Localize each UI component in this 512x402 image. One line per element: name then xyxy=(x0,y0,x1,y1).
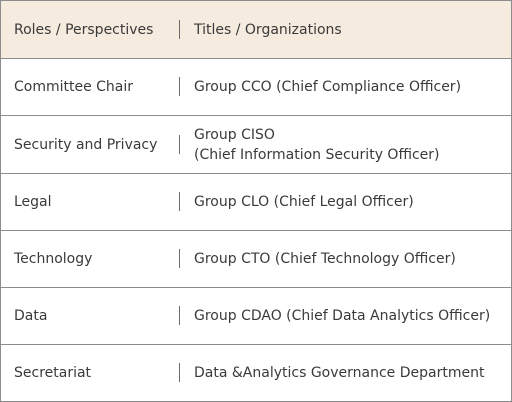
role-cell: Security and Privacy xyxy=(14,136,158,153)
column-divider xyxy=(179,363,180,382)
table-row-legal: Legal Group CLO (Chief Legal Officer) xyxy=(1,174,511,231)
column-divider xyxy=(179,19,180,39)
title-text-line-2: (Chief Information Security Officer) xyxy=(194,146,440,163)
title-text: Data &Analytics Governance Department xyxy=(194,365,485,381)
title-cell: Group CTO (Chief Technology Officer) xyxy=(194,231,456,287)
column-divider xyxy=(179,249,180,268)
header-role-cell: Roles / Perspectives xyxy=(14,21,154,38)
table-row-technology: Technology Group CTO (Chief Technology O… xyxy=(1,231,511,288)
role-cell: Technology xyxy=(14,251,93,267)
title-text: Group CDAO (Chief Data Analytics Officer… xyxy=(194,308,491,324)
role-cell: Committee Chair xyxy=(14,79,134,95)
role-cell: Data xyxy=(14,308,48,324)
title-text: Group CCO (Chief Compliance Officer) xyxy=(194,79,462,95)
table-row-data: Data Group CDAO (Chief Data Analytics Of… xyxy=(1,288,511,345)
title-cell: Group CDAO (Chief Data Analytics Officer… xyxy=(194,288,490,344)
table-row-security-privacy: Security and Privacy Group CISO (Chief I… xyxy=(1,116,511,174)
title-cell: Group CISO (Chief Information Security O… xyxy=(194,116,440,173)
role-cell: Secretariat xyxy=(14,365,92,381)
table-row-committee-chair: Committee Chair Group CCO (Chief Complia… xyxy=(1,59,511,116)
table-row-secretariat: Secretariat Data &Analytics Governance D… xyxy=(1,345,511,401)
table-header-row: Roles / Perspectives Titles / Organizati… xyxy=(1,1,511,59)
role-cell: Legal xyxy=(14,194,52,210)
title-cell: Data &Analytics Governance Department xyxy=(194,345,484,401)
column-divider xyxy=(179,192,180,211)
header-title-text: Titles / Organizations xyxy=(194,21,342,38)
column-divider xyxy=(179,77,180,96)
title-cell: Group CCO (Chief Compliance Officer) xyxy=(194,59,461,115)
column-divider xyxy=(179,134,180,154)
title-text: Group CLO (Chief Legal Officer) xyxy=(194,194,414,210)
title-text-line-1: Group CISO xyxy=(194,126,275,143)
header-title-cell: Titles / Organizations xyxy=(194,1,342,58)
column-divider xyxy=(179,306,180,325)
title-cell: Group CLO (Chief Legal Officer) xyxy=(194,174,414,230)
title-text: Group CTO (Chief Technology Officer) xyxy=(194,251,456,267)
